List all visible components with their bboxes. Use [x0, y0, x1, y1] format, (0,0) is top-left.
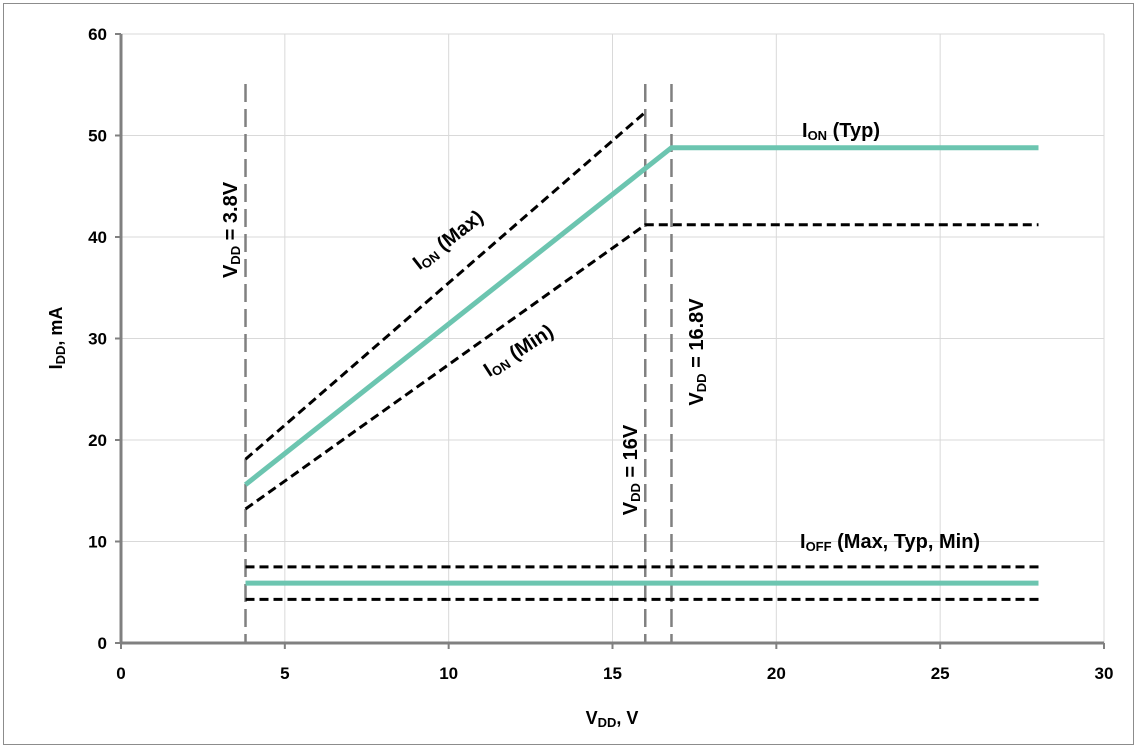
x-tick-label: 20 — [767, 664, 786, 683]
axes — [115, 33, 1105, 649]
x-tick-label: 10 — [439, 664, 458, 683]
gridlines — [121, 33, 1105, 643]
y-tick-label: 30 — [88, 330, 107, 349]
series-line — [244, 223, 1039, 511]
y-tick-label: 50 — [88, 127, 107, 146]
x-tick-label: 30 — [1095, 664, 1114, 683]
vline-label-16-8v: VDD = 16.8V — [686, 298, 709, 406]
y-tick-label: 0 — [98, 634, 107, 653]
chart-frame — [3, 3, 1134, 745]
annotation-ion-typ: ION (Typ) — [802, 120, 880, 143]
series-line — [243, 145, 1039, 487]
annotation-ioff: IOFF (Max, Typ, Min) — [800, 531, 980, 554]
y-tick-label: 40 — [88, 228, 107, 247]
x-tick-label: 5 — [280, 664, 289, 683]
series — [243, 111, 1039, 601]
voltage-markers — [244, 84, 673, 643]
series-line — [244, 111, 647, 461]
x-tick-label: 15 — [603, 664, 622, 683]
y-tick-label: 60 — [88, 25, 107, 44]
y-tick-label: 20 — [88, 431, 107, 450]
x-tick-label: 25 — [931, 664, 950, 683]
y-axis-title: IDD, mA — [46, 307, 68, 370]
vline-label-3-8v: VDD = 3.8V — [220, 181, 243, 278]
vline-label-16v: VDD = 16V — [620, 424, 643, 515]
x-axis-title: VDD, V — [586, 708, 639, 730]
x-tick-label: 0 — [116, 664, 125, 683]
tick-labels: 0 10 20 30 40 50 60 0 5 10 15 20 25 30 — [88, 25, 1113, 683]
annotation-ion-min: ION (Min) — [480, 320, 558, 382]
y-tick-label: 10 — [88, 533, 107, 552]
